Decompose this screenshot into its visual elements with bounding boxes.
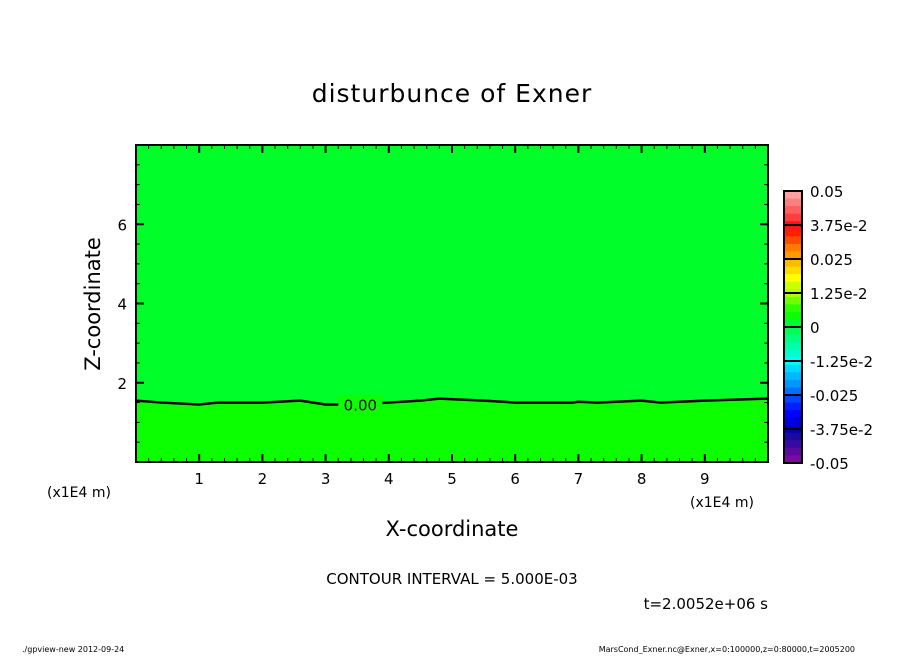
- colorbar-swatch: [784, 402, 802, 411]
- contour-line: [135, 397, 769, 406]
- colorbar-swatch: [784, 319, 802, 328]
- region-below-contour: [136, 398, 768, 462]
- contour-interval: CONTOUR INTERVAL = 5.000E-03: [326, 570, 577, 588]
- footer-right: MarsCond_Exner.nc@Exner,x=0:100000,z=0:8…: [599, 645, 855, 654]
- colorbar-swatch: [784, 213, 802, 222]
- x-tick-label: 9: [700, 470, 710, 488]
- footer-left: ./gpview-new 2012-09-24: [22, 645, 124, 654]
- chart-title: disturbunce of Exner: [312, 79, 593, 108]
- colorbar-swatch: [784, 455, 802, 464]
- colorbar-label: 3.75e-2: [810, 217, 868, 235]
- y-tick-label: 2: [117, 375, 127, 393]
- colorbar-swatch: [784, 395, 802, 404]
- colorbar-swatch: [784, 198, 802, 207]
- colorbar-swatch: [784, 228, 802, 237]
- colorbar-swatch: [784, 274, 802, 283]
- x-tick-label: 3: [321, 470, 331, 488]
- y-axis-label: Z-coordinate: [81, 237, 105, 371]
- y-unit-label: (x1E4 m): [47, 485, 111, 501]
- colorbar-swatch: [784, 372, 802, 381]
- colorbar-swatch: [784, 206, 802, 215]
- colorbar-swatch: [784, 387, 802, 396]
- x-tick-label: 4: [384, 470, 394, 488]
- colorbar-swatch: [784, 349, 802, 358]
- time-label: t=2.0052e+06 s: [644, 595, 769, 613]
- plot-area: 0.00 1 2 3 4 5 6 7 8 9 2 4 6: [117, 144, 769, 488]
- colorbar-label: -0.025: [810, 387, 858, 405]
- colorbar-label: -1.25e-2: [810, 353, 873, 371]
- x-tick-label: 2: [258, 470, 268, 488]
- colorbar-swatch: [784, 410, 802, 419]
- colorbar-swatch: [784, 440, 802, 449]
- x-tick-label: 1: [194, 470, 204, 488]
- colorbar-swatch: [784, 251, 802, 260]
- colorbar-swatch: [784, 304, 802, 313]
- colorbar-swatch: [784, 327, 802, 336]
- contour-label: 0.00: [344, 397, 377, 415]
- colorbar-swatch: [784, 311, 802, 320]
- colorbar-swatch: [784, 259, 802, 268]
- x-unit-label: (x1E4 m): [690, 495, 754, 511]
- colorbar-swatch: [784, 364, 802, 373]
- colorbar-swatch: [784, 417, 802, 426]
- colorbar-swatch: [784, 266, 802, 275]
- x-tick-label: 8: [637, 470, 647, 488]
- colorbar-label: -0.05: [810, 455, 849, 473]
- colorbar-label: 0.025: [810, 251, 853, 269]
- colorbar-swatch: [784, 432, 802, 441]
- x-tick-label: 7: [574, 470, 584, 488]
- colorbar-swatch: [784, 191, 802, 200]
- colorbar-swatch: [784, 447, 802, 456]
- colorbar-swatch: [784, 236, 802, 245]
- contour-label-bg: [338, 395, 383, 414]
- x-axis-label: X-coordinate: [386, 517, 519, 541]
- colorbar-swatch: [784, 243, 802, 252]
- x-tick-label: 5: [447, 470, 457, 488]
- colorbar: 0.05 3.75e-2 0.025 1.25e-2 0 -1.25e-2 -0.025 -3…: [783, 183, 873, 473]
- colorbar-swatch: [784, 281, 802, 290]
- colorbar-label: 0.05: [810, 183, 843, 201]
- colorbar-swatch: [784, 334, 802, 343]
- colorbar-swatch: [784, 342, 802, 351]
- y-tick-label: 6: [117, 216, 127, 234]
- colorbar-swatch: [784, 296, 802, 305]
- y-tick-label: 4: [117, 296, 127, 314]
- x-tick-label: 6: [510, 470, 520, 488]
- colorbar-label: -3.75e-2: [810, 421, 873, 439]
- colorbar-label: 0: [810, 319, 820, 337]
- colorbar-swatch: [784, 379, 802, 388]
- colorbar-frame: [783, 190, 803, 464]
- colorbar-label: 1.25e-2: [810, 285, 868, 303]
